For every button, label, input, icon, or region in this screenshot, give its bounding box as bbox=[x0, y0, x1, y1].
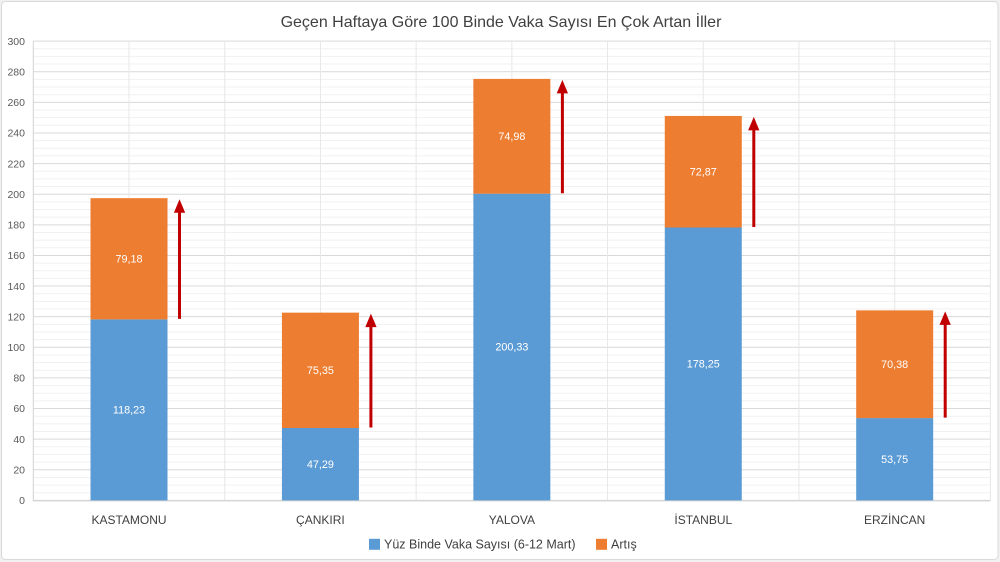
svg-text:200: 200 bbox=[7, 189, 25, 201]
svg-text:240: 240 bbox=[7, 128, 25, 140]
svg-text:0: 0 bbox=[19, 495, 25, 507]
svg-text:140: 140 bbox=[7, 281, 25, 293]
svg-text:280: 280 bbox=[7, 66, 25, 78]
svg-text:60: 60 bbox=[13, 403, 25, 415]
svg-text:Geçen Haftaya Göre 100 Binde V: Geçen Haftaya Göre 100 Binde Vaka Sayısı… bbox=[281, 12, 723, 31]
svg-text:178,25: 178,25 bbox=[687, 359, 720, 371]
svg-text:79,18: 79,18 bbox=[115, 253, 142, 265]
svg-text:74,98: 74,98 bbox=[498, 131, 525, 143]
svg-text:KASTAMONU: KASTAMONU bbox=[91, 513, 166, 527]
svg-text:200,33: 200,33 bbox=[495, 342, 528, 354]
svg-text:260: 260 bbox=[7, 97, 25, 109]
svg-text:80: 80 bbox=[13, 373, 25, 385]
svg-text:53,75: 53,75 bbox=[881, 454, 908, 466]
svg-text:300: 300 bbox=[7, 36, 25, 48]
svg-text:220: 220 bbox=[7, 158, 25, 170]
svg-text:ÇANKIRI: ÇANKIRI bbox=[296, 513, 345, 527]
svg-text:180: 180 bbox=[7, 220, 25, 232]
svg-text:YALOVA: YALOVA bbox=[489, 513, 535, 527]
svg-text:Artış: Artış bbox=[611, 537, 637, 551]
svg-text:160: 160 bbox=[7, 250, 25, 262]
svg-text:118,23: 118,23 bbox=[113, 405, 145, 417]
svg-text:72,87: 72,87 bbox=[690, 166, 717, 178]
svg-text:120: 120 bbox=[7, 311, 25, 323]
svg-text:75,35: 75,35 bbox=[307, 365, 334, 377]
svg-text:47,29: 47,29 bbox=[307, 459, 334, 471]
svg-text:ERZİNCAN: ERZİNCAN bbox=[864, 513, 925, 527]
svg-text:Yüz Binde Vaka Sayısı (6-12 Ma: Yüz Binde Vaka Sayısı (6-12 Mart) bbox=[384, 537, 576, 551]
svg-text:70,38: 70,38 bbox=[881, 359, 908, 371]
svg-text:40: 40 bbox=[13, 434, 25, 446]
svg-text:100: 100 bbox=[7, 342, 25, 354]
svg-text:20: 20 bbox=[13, 465, 25, 477]
svg-text:İSTANBUL: İSTANBUL bbox=[674, 513, 732, 527]
